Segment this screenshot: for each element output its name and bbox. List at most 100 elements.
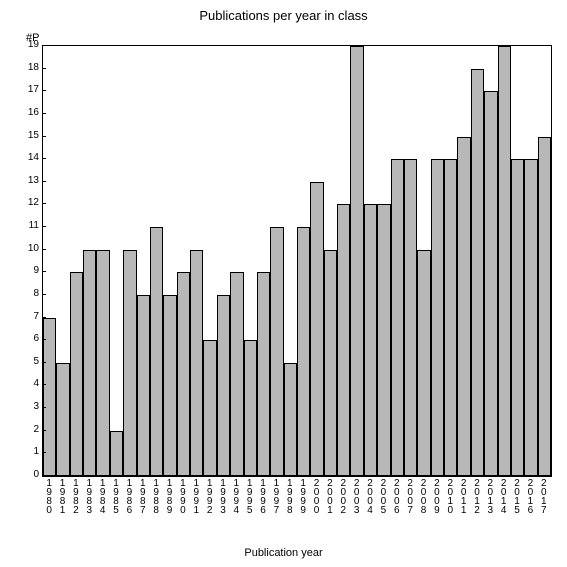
bar [364,204,377,476]
bar [404,159,417,476]
bar [431,159,444,476]
xtick-label: 1989 [164,478,174,514]
ytick [42,452,46,453]
xtick-label: 1983 [84,478,94,514]
ytick [42,226,46,227]
bar [217,295,230,476]
xtick-label: 1986 [124,478,134,514]
chart-title: Publications per year in class [0,8,567,23]
ytick-label: 18 [19,63,39,73]
xtick-label: 1993 [217,478,227,514]
bar [163,295,176,476]
bar [137,295,150,476]
ytick [42,249,46,250]
ytick-label: 17 [19,85,39,95]
ytick [42,203,46,204]
ytick-label: 16 [19,108,39,118]
ytick [42,362,46,363]
ytick [42,430,46,431]
ytick-label: 11 [19,221,39,231]
bar [284,363,297,476]
bar [350,46,363,476]
xtick-label: 2015 [512,478,522,514]
xtick-label: 2016 [525,478,535,514]
xtick-label: 1991 [191,478,201,514]
xtick-label: 2005 [378,478,388,514]
ytick-label: 12 [19,198,39,208]
xtick-label: 1985 [111,478,121,514]
ytick-label: 14 [19,153,39,163]
ytick [42,68,46,69]
ytick [42,158,46,159]
xtick-label: 1994 [231,478,241,514]
xtick-label: 2014 [498,478,508,514]
bar [123,250,136,476]
bar [444,159,457,476]
bar [337,204,350,476]
xtick-label: 1990 [177,478,187,514]
ytick [42,384,46,385]
ytick-label: 19 [19,40,39,50]
ytick-label: 13 [19,176,39,186]
bar [70,272,83,476]
ytick-label: 10 [19,244,39,254]
xaxis-label: Publication year [0,547,567,559]
xtick-label: 2001 [324,478,334,514]
ytick-label: 8 [19,289,39,299]
bar [257,272,270,476]
ytick-label: 0 [19,470,39,480]
xtick-label: 2012 [471,478,481,514]
bar [498,46,511,476]
ytick [42,317,46,318]
xtick-label: 1992 [204,478,214,514]
xtick-label: 2006 [391,478,401,514]
ytick-label: 5 [19,357,39,367]
ytick-label: 9 [19,266,39,276]
xtick-label: 2010 [445,478,455,514]
xtick-label: 2009 [431,478,441,514]
ytick [42,90,46,91]
xtick-label: 2003 [351,478,361,514]
bar [377,204,390,476]
ytick-label: 4 [19,379,39,389]
xtick-label: 1998 [284,478,294,514]
bar [190,250,203,476]
xtick-label: 1980 [44,478,54,514]
bar [538,137,551,476]
bar [83,250,96,476]
bar [324,250,337,476]
ytick-label: 2 [19,425,39,435]
xtick-label: 1999 [298,478,308,514]
bar [177,272,190,476]
bar [524,159,537,476]
xtick-label: 2002 [338,478,348,514]
bar [244,340,257,476]
xtick-label: 1988 [151,478,161,514]
ytick [42,475,46,476]
plot-area [42,45,552,477]
bar [270,227,283,476]
bar [457,137,470,476]
xtick-label: 2007 [405,478,415,514]
chart-container: Publications per year in class #P Public… [0,0,567,567]
bar [203,340,216,476]
ytick-label: 15 [19,131,39,141]
xtick-label: 1987 [137,478,147,514]
xtick-label: 2011 [458,478,468,514]
xtick-label: 2008 [418,478,428,514]
ytick-label: 6 [19,334,39,344]
xtick-label: 1984 [97,478,107,514]
bar [391,159,404,476]
bar [150,227,163,476]
bar [310,182,323,476]
ytick [42,294,46,295]
bar [511,159,524,476]
xtick-label: 2017 [538,478,548,514]
ytick [42,271,46,272]
bar [297,227,310,476]
ytick-label: 7 [19,312,39,322]
bar [484,91,497,476]
ytick [42,136,46,137]
bar [56,363,69,476]
xtick-label: 1996 [258,478,268,514]
